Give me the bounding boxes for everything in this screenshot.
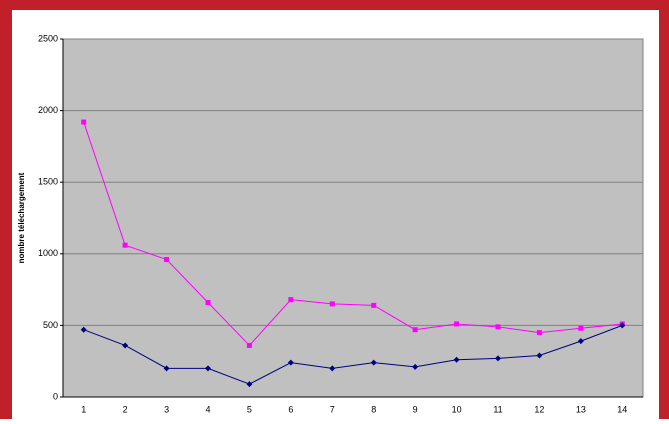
x-tick-label: 12 — [534, 404, 544, 414]
marker — [205, 365, 211, 372]
marker — [329, 365, 336, 372]
marker — [81, 119, 87, 125]
x-tick-label: 10 — [452, 404, 462, 414]
y-tick-label: 1500 — [38, 177, 58, 187]
marker — [371, 302, 377, 308]
y-tick-label: 0 — [53, 391, 58, 401]
x-tick-label: 4 — [205, 404, 210, 414]
x-tick-label: 2 — [123, 404, 128, 414]
x-tick-label: 8 — [371, 404, 376, 414]
marker — [246, 381, 253, 388]
x-tick-label: 7 — [330, 404, 335, 414]
marker — [536, 352, 543, 359]
y-axis-label: nombre téléchargement — [17, 172, 26, 263]
x-tick-label: 14 — [617, 404, 627, 414]
marker — [370, 359, 377, 366]
marker — [163, 365, 170, 372]
marker — [287, 359, 294, 366]
marker — [288, 297, 294, 303]
marker — [246, 342, 252, 348]
marker — [536, 330, 542, 336]
marker — [495, 324, 501, 330]
y-tick-label: 2000 — [38, 105, 58, 115]
x-tick-label: 1 — [81, 404, 86, 414]
marker — [412, 363, 419, 370]
marker — [329, 301, 335, 307]
y-tick-label: 2500 — [38, 33, 58, 43]
marker — [122, 342, 129, 349]
series-line — [83, 121, 623, 347]
plot-area — [62, 38, 644, 398]
x-tick-label: 11 — [493, 404, 502, 414]
marker — [578, 325, 584, 331]
x-tick-label: 5 — [247, 404, 252, 414]
marker — [205, 299, 211, 305]
y-tick-label: 500 — [43, 320, 58, 330]
marker — [577, 338, 584, 345]
x-tick-label: 9 — [413, 404, 418, 414]
marker — [412, 327, 418, 333]
marker — [164, 257, 170, 263]
x-tick-label: 6 — [288, 404, 293, 414]
marker — [495, 355, 501, 362]
marker — [454, 321, 460, 327]
marker — [619, 322, 626, 329]
x-tick-label: 13 — [576, 404, 586, 414]
marker — [122, 242, 128, 248]
y-tick-label: 1000 — [38, 248, 58, 258]
x-tick-label: 3 — [164, 404, 169, 414]
series-line — [83, 324, 623, 385]
marker — [80, 326, 87, 333]
marker — [453, 356, 460, 363]
